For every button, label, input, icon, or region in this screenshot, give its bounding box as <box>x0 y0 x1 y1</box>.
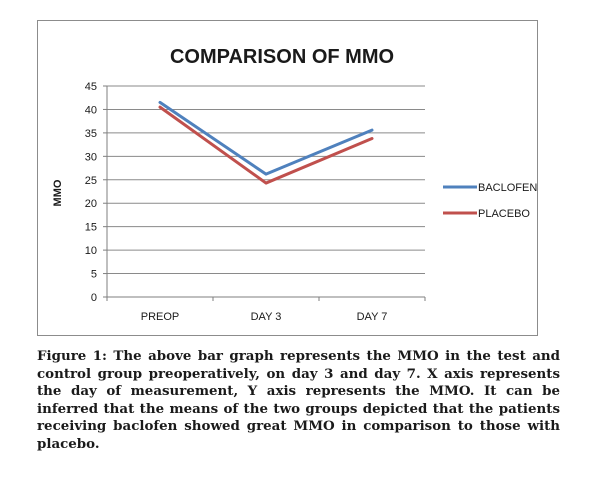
y-tick-label: 35 <box>85 128 97 140</box>
x-tick-label: DAY 7 <box>357 311 388 323</box>
x-tick-label: DAY 3 <box>251 311 282 323</box>
figure-caption: Figure 1: The above bar graph represents… <box>37 348 560 452</box>
y-tick-label: 0 <box>91 292 97 304</box>
y-tick-label: 20 <box>85 198 97 210</box>
y-tick-label: 10 <box>85 245 97 257</box>
x-tick-label: PREOP <box>141 311 180 323</box>
line-chart: COMPARISON OF MMO MMO 0 5 10 15 20 25 30 35 40 45… <box>52 46 537 323</box>
chart-frame <box>37 20 538 336</box>
legend-label: PLACEBO <box>478 208 530 220</box>
y-tick-label: 15 <box>85 222 97 234</box>
y-tick-label: 45 <box>85 81 97 93</box>
y-tick-label: 5 <box>91 269 97 281</box>
y-tick-label: 30 <box>85 151 97 163</box>
chart-title: COMPARISON OF MMO <box>170 46 394 68</box>
y-tick-label: 25 <box>85 175 97 187</box>
series-line-baclofen <box>158 100 374 176</box>
y-axis-label: MMO <box>52 179 64 206</box>
series-line-placebo <box>158 105 374 185</box>
y-tick-label: 40 <box>85 104 97 116</box>
legend-label: BACLOFEN <box>478 182 537 194</box>
